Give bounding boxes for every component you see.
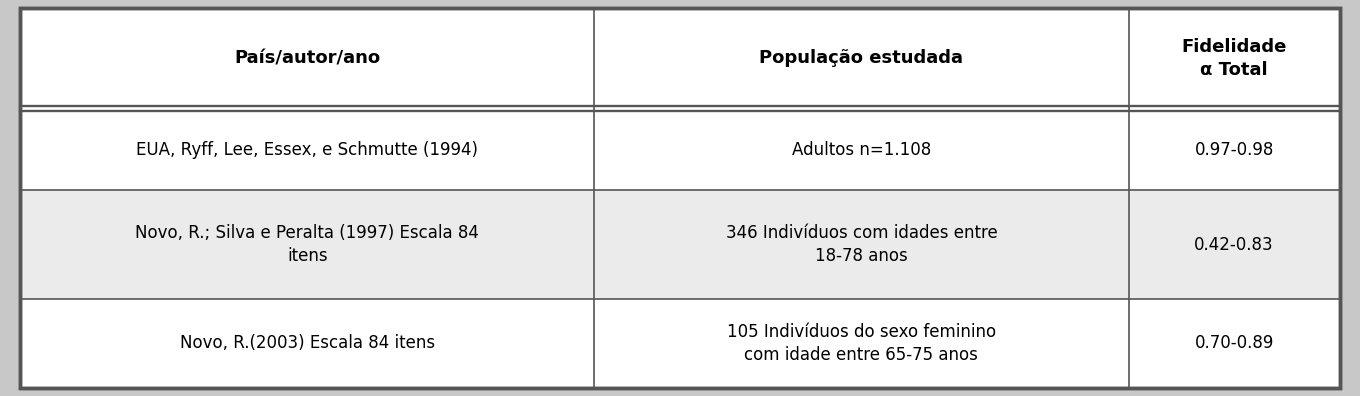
Bar [1129,8,1340,109]
Bar [1129,190,1340,299]
Bar [1129,109,1340,190]
Text: 0.70-0.89: 0.70-0.89 [1194,334,1274,352]
Bar [594,8,1129,109]
Bar [20,109,594,190]
Text: 105 Indivíduos do sexo feminino
com idade entre 65-75 anos: 105 Indivíduos do sexo feminino com idad… [726,323,996,364]
Text: 0.97-0.98: 0.97-0.98 [1194,141,1274,158]
Text: Novo, R.; Silva e Peralta (1997) Escala 84
itens: Novo, R.; Silva e Peralta (1997) Escala … [136,224,479,265]
Text: País/autor/ano: País/autor/ano [234,49,381,67]
Bar [20,8,594,109]
Bar [594,109,1129,190]
Text: EUA, Ryff, Lee, Essex, e Schmutte (1994): EUA, Ryff, Lee, Essex, e Schmutte (1994) [136,141,479,158]
Bar [594,190,1129,299]
Bar [20,299,594,388]
Bar [1129,299,1340,388]
Bar [20,190,594,299]
Text: 0.42-0.83: 0.42-0.83 [1194,236,1274,253]
Text: População estudada: População estudada [759,49,963,67]
Text: Novo, R.(2003) Escala 84 itens: Novo, R.(2003) Escala 84 itens [180,334,435,352]
Text: Adultos n=1.108: Adultos n=1.108 [792,141,932,158]
Text: 346 Indivíduos com idades entre
18-78 anos: 346 Indivíduos com idades entre 18-78 an… [725,224,997,265]
Text: Fidelidade
α Total: Fidelidade α Total [1182,38,1287,79]
Bar [594,299,1129,388]
